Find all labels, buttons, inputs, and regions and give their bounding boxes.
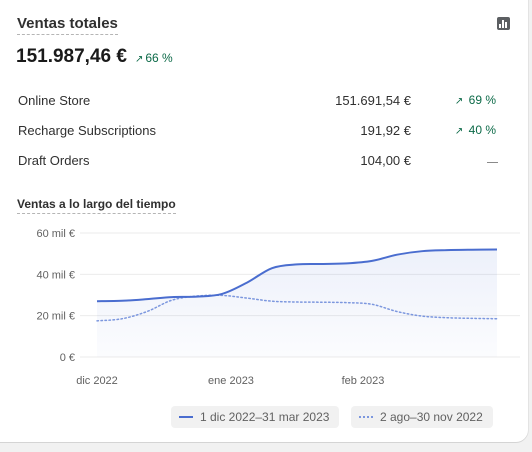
- y-tick-label: 0 €: [60, 352, 75, 364]
- channel-delta: ↗ 40 %: [455, 123, 496, 137]
- total-delta-badge: ↗ 66 %: [135, 51, 173, 65]
- arrow-up-right-icon: ↗: [454, 96, 464, 107]
- total-delta-value: 66 %: [145, 51, 173, 65]
- card-title[interactable]: Ventas totales: [17, 15, 118, 35]
- channel-delta: ↗ 69 %: [455, 93, 496, 107]
- legend-item-current-period[interactable]: 1 dic 2022–31 mar 2023: [171, 406, 340, 428]
- legend-solid-line-icon: [179, 416, 193, 418]
- series-area-current: [97, 249, 497, 357]
- arrow-up-right-icon: ↗: [454, 126, 464, 137]
- x-tick-label: ene 2023: [208, 375, 254, 387]
- channel-row: Online Store 151.691,54 € ↗ 69 %: [18, 93, 498, 113]
- total-amount: 151.987,46 €: [16, 46, 127, 67]
- chart-subtitle[interactable]: Ventas a lo largo del tiempo: [17, 197, 176, 214]
- series-line-previous: [96, 294, 498, 322]
- channel-name: Draft Orders: [18, 153, 90, 168]
- legend-label: 2 ago–30 nov 2022: [380, 410, 483, 424]
- y-tick-label: 40 mil €: [36, 269, 75, 281]
- total-sales-value: 151.987,46 € ↗ 66 %: [16, 46, 173, 68]
- channel-row: Draft Orders 104,00 €: [18, 153, 498, 173]
- total-sales-card: Ventas totales 151.987,46 € ↗ 66 % Onlin…: [0, 0, 528, 442]
- channel-value: 191,92 €: [360, 123, 411, 138]
- arrow-up-right-icon: ↗: [134, 54, 144, 65]
- channel-delta-value: 40 %: [468, 123, 496, 137]
- channel-name: Online Store: [18, 93, 91, 108]
- legend-label: 1 dic 2022–31 mar 2023: [200, 410, 330, 424]
- channel-delta-value: 69 %: [468, 93, 496, 107]
- y-tick-label: 60 mil €: [36, 228, 75, 240]
- channel-name: Recharge Subscriptions: [18, 123, 157, 138]
- series-line-current: [96, 248, 498, 303]
- y-tick-label: 20 mil €: [36, 311, 75, 323]
- x-tick-label: dic 2022: [76, 375, 118, 387]
- legend-item-previous-period[interactable]: 2 ago–30 nov 2022: [351, 406, 493, 428]
- channel-value: 151.691,54 €: [335, 93, 411, 108]
- bar-chart-icon[interactable]: [497, 17, 510, 30]
- no-change-dash-icon: [487, 162, 498, 163]
- x-tick-label: feb 2023: [342, 375, 385, 387]
- channel-value: 104,00 €: [360, 153, 411, 168]
- sales-over-time-chart: 60 mil € 40 mil € 20 mil € 0 €dic 2022 ene 2…: [36, 228, 520, 387]
- channel-row: Recharge Subscriptions 191,92 € ↗ 40 %: [18, 123, 498, 143]
- legend-dotted-line-icon: [359, 416, 373, 418]
